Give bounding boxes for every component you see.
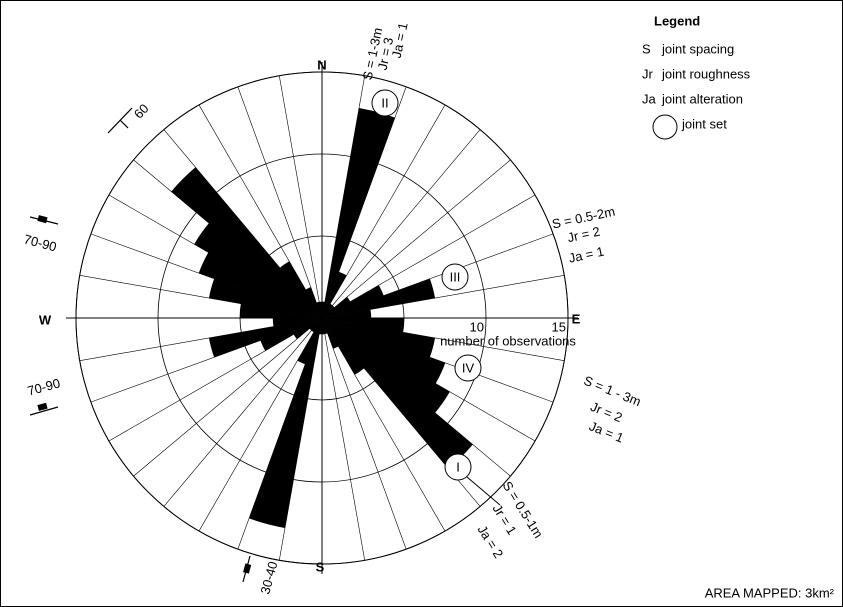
spoke: [321, 317, 407, 550]
spoke: [321, 194, 536, 319]
spoke: [163, 317, 323, 507]
legend-symbol: Jr: [642, 66, 654, 81]
petal: [322, 305, 335, 318]
petal: [322, 301, 325, 318]
petal: [171, 167, 322, 318]
r-tick-label: 10: [470, 319, 484, 334]
joint-set-circle: [444, 453, 472, 481]
petal: [322, 318, 450, 413]
petal: [309, 318, 322, 331]
spoke: [321, 129, 481, 319]
compass-label: W: [39, 312, 52, 327]
compass-label: E: [572, 311, 581, 326]
r-tick-label: 15: [552, 319, 566, 334]
dip-box: [243, 563, 252, 574]
spoke: [321, 317, 366, 561]
petal: [272, 318, 322, 327]
petal: [322, 318, 328, 335]
dip-tick: [119, 119, 129, 129]
spoke: [237, 86, 323, 319]
petal: [240, 303, 322, 318]
spoke: [278, 75, 323, 319]
petal: [322, 285, 384, 318]
joint-set-prop: Jr = 3: [375, 36, 397, 71]
petal: [297, 318, 322, 365]
spoke: [321, 159, 511, 319]
dip-box: [37, 215, 48, 224]
spoke: [133, 317, 323, 477]
petal: [198, 252, 322, 318]
petal: [322, 303, 333, 318]
spoke: [278, 317, 323, 561]
petal: [322, 318, 473, 469]
petal: [305, 287, 322, 318]
legend-symbol: S: [642, 41, 651, 56]
joint-set-label: IV: [462, 360, 475, 375]
petal: [319, 301, 322, 318]
dip-box: [37, 402, 48, 411]
petal: [322, 318, 436, 358]
petal: [322, 318, 325, 335]
dip-line: [29, 406, 59, 416]
joint-set-prop: Jr = 2: [566, 224, 601, 246]
legend-circle: [652, 114, 678, 140]
compass-label: N: [317, 57, 326, 72]
petal: [322, 296, 351, 318]
legend-text: joint spacing: [661, 41, 734, 56]
petal: [322, 318, 339, 349]
petal: [311, 318, 322, 333]
petal: [319, 318, 322, 335]
petal: [322, 108, 395, 318]
spoke: [108, 317, 323, 442]
petal: [208, 278, 322, 318]
petal: [322, 318, 404, 333]
petal: [322, 271, 347, 318]
legend-symbol: Ja: [642, 91, 657, 106]
petal: [260, 318, 322, 351]
petal: [293, 318, 322, 340]
spoke: [321, 75, 366, 319]
petal: [208, 318, 322, 358]
leader: [466, 476, 501, 506]
r-axis-label: number of observations: [440, 333, 576, 348]
legend-text: joint alteration: [661, 91, 743, 106]
petal: [322, 318, 365, 375]
joint-set-circle: [441, 263, 469, 291]
joint-set-circle: [454, 354, 482, 382]
petal: [316, 301, 322, 318]
spoke: [79, 274, 323, 319]
joint-set-label: I: [456, 459, 460, 474]
petal: [322, 309, 372, 318]
legend-text: joint roughness: [661, 66, 751, 81]
legend-title: Legend: [654, 13, 700, 28]
footer: AREA MAPPED: 3km²: [705, 585, 835, 600]
joint-set-circle: [371, 89, 399, 117]
joint-set-label: II: [381, 95, 388, 110]
petal: [279, 261, 322, 318]
joint-set-label: III: [450, 269, 461, 284]
petal: [194, 223, 322, 318]
legend-text: joint set: [681, 116, 727, 131]
petal: [322, 278, 436, 318]
joint-set-prop: Ja = 1: [389, 21, 411, 59]
petal: [249, 318, 322, 528]
compass-label: S: [316, 559, 325, 574]
joint-set-prop: Ja = 1: [567, 244, 605, 266]
petal: [322, 318, 446, 384]
spoke: [321, 317, 565, 362]
